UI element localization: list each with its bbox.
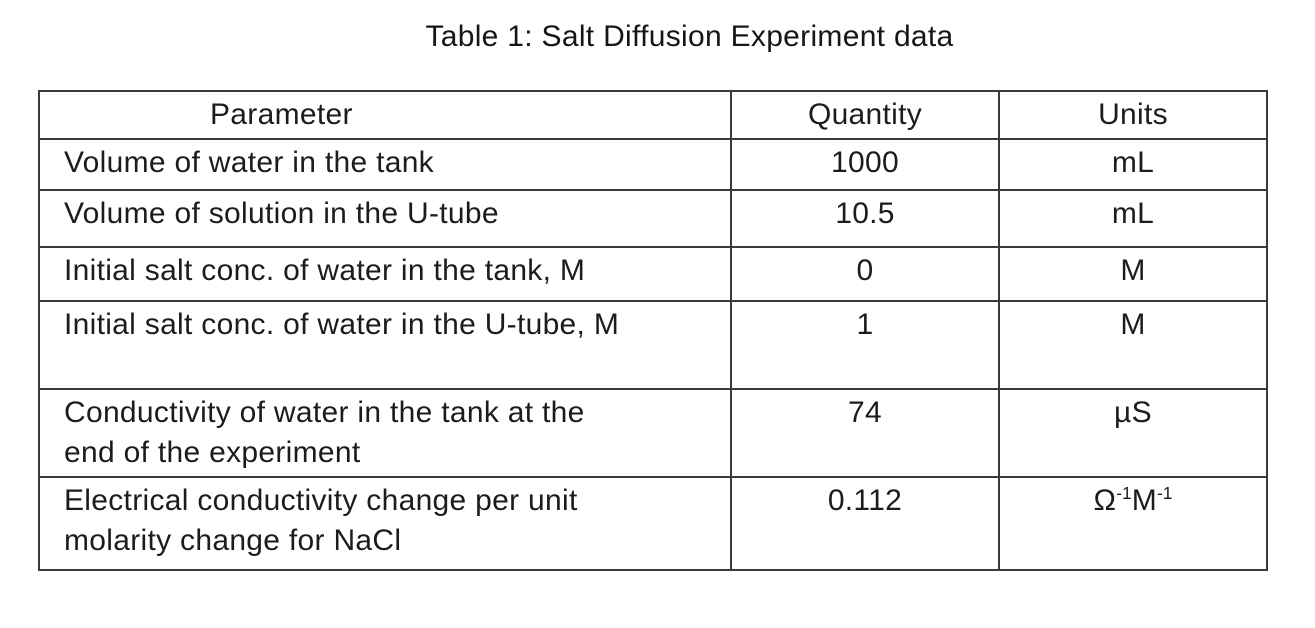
units-cell: µS — [998, 388, 1268, 478]
column-header-parameter: Parameter — [38, 90, 732, 140]
table-row: Initial salt conc. of water in the tank,… — [38, 246, 1268, 302]
param-cell: Volume of solution in the U-tube — [38, 189, 732, 248]
param-cell: Initial salt conc. of water in the tank,… — [38, 246, 732, 302]
quantity-cell: 1000 — [730, 138, 1000, 191]
salt-diffusion-table: Parameter Quantity Units Volume of water… — [38, 90, 1268, 571]
units-cell: mL — [998, 189, 1268, 248]
table-row: Electrical conductivity change per unit … — [38, 476, 1268, 571]
quantity-cell: 10.5 — [730, 189, 1000, 248]
table-row: Conductivity of water in the tank at the… — [38, 388, 1268, 478]
units-cell: M — [998, 246, 1268, 302]
param-cell: Initial salt conc. of water in the U-tub… — [38, 300, 732, 390]
quantity-cell: 0.112 — [730, 476, 1000, 571]
quantity-cell: 1 — [730, 300, 1000, 390]
column-header-quantity: Quantity — [730, 90, 1000, 140]
units-omega: Ω — [1093, 484, 1117, 517]
column-header-units: Units — [998, 90, 1268, 140]
units-molar-exponent: -1 — [1157, 483, 1173, 503]
units-omega-exponent: -1 — [1116, 483, 1132, 503]
table-caption: Table 1: Salt Diffusion Experiment data — [425, 20, 954, 53]
units-cell: mL — [998, 138, 1268, 191]
param-cell: Conductivity of water in the tank at the… — [38, 388, 732, 478]
param-cell: Electrical conductivity change per unit … — [38, 476, 732, 571]
table-row: Initial salt conc. of water in the U-tub… — [38, 300, 1268, 390]
table-row: Volume of solution in the U-tube 10.5 mL — [38, 189, 1268, 248]
header-row: Parameter Quantity Units — [38, 90, 1268, 140]
units-molar: M — [1131, 484, 1158, 517]
quantity-cell: 0 — [730, 246, 1000, 302]
quantity-cell: 74 — [730, 388, 1000, 478]
units-cell: Ω-1M-1 — [998, 476, 1268, 571]
table-row: Volume of water in the tank 1000 mL — [38, 138, 1268, 191]
param-cell: Volume of water in the tank — [38, 138, 732, 191]
units-cell: M — [998, 300, 1268, 390]
